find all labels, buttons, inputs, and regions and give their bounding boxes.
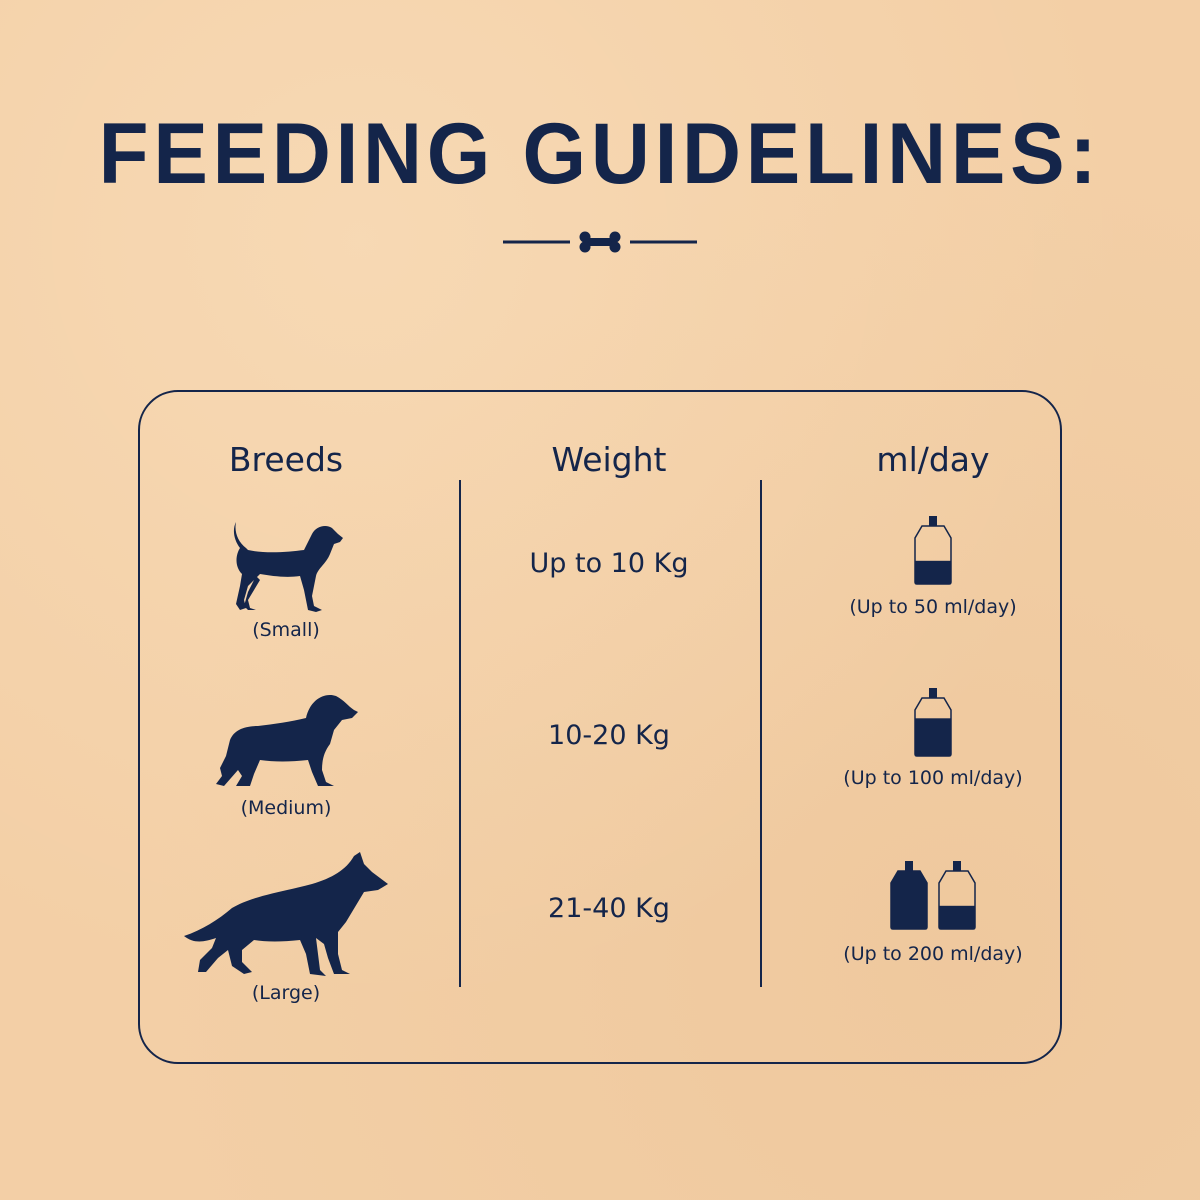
header-ml-day: ml/day	[876, 440, 990, 479]
shepherd-dog-icon	[184, 852, 388, 976]
bottles	[890, 861, 976, 930]
bottle-fill	[915, 718, 951, 756]
amount-label: (Up to 200 ml/day)	[843, 943, 1023, 965]
bottles	[914, 688, 952, 757]
bottles	[914, 516, 952, 585]
weight-value: Up to 10 Kg	[529, 548, 689, 579]
weight-value: 10-20 Kg	[548, 720, 670, 751]
beagle-dog-icon	[233, 522, 343, 612]
bottle-fill	[939, 905, 975, 929]
bottle-outline	[914, 525, 952, 585]
breed-label: (Small)	[252, 619, 320, 641]
bottle-outline	[890, 870, 928, 930]
bottle-outline	[914, 697, 952, 757]
column-divider	[760, 480, 762, 987]
column-divider	[459, 480, 461, 987]
bottle-cap	[953, 861, 961, 871]
bottle-group	[890, 859, 976, 935]
spaniel-dog-icon	[216, 694, 358, 786]
bottle-icon	[914, 516, 952, 585]
breed-label: (Large)	[251, 982, 321, 1004]
bottle-cap	[929, 688, 937, 698]
amount-label: (Up to 50 ml/day)	[849, 596, 1017, 618]
bottle-icon	[890, 861, 928, 930]
page-title: FEEDING GUIDELINES:	[98, 106, 1102, 202]
bottle-fill	[891, 871, 927, 929]
weight-value: 21-40 Kg	[548, 893, 670, 924]
bottle-fill	[915, 560, 951, 584]
header-weight: Weight	[551, 440, 667, 479]
bone-divider	[503, 231, 697, 253]
bone-icon	[579, 231, 621, 253]
bottle-icon	[914, 688, 952, 757]
amount-label: (Up to 100 ml/day)	[843, 767, 1023, 789]
bottle-cap	[929, 516, 937, 526]
bottle-outline	[938, 870, 976, 930]
header-breeds: Breeds	[228, 440, 344, 479]
bottle-cap	[905, 861, 913, 871]
bottle-group	[914, 686, 952, 762]
guidelines-table	[138, 390, 1062, 1064]
bottle-icon	[938, 861, 976, 930]
bottle-group	[914, 514, 952, 590]
breed-label: (Medium)	[240, 797, 332, 819]
